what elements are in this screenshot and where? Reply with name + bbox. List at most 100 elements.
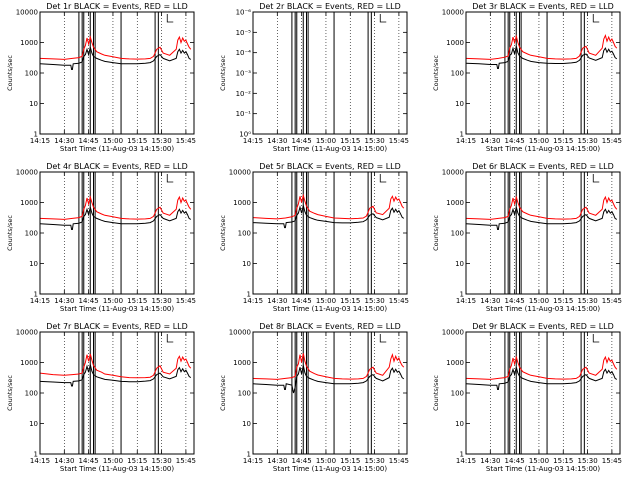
flag-mark (379, 14, 387, 23)
series-line-events (40, 207, 192, 230)
x-tick-label: 15:30 (151, 457, 171, 465)
flag-mark (166, 334, 174, 343)
x-tick-label: 14:45 (292, 297, 312, 305)
y-tick-label: 1 (460, 131, 464, 139)
y-tick-label: 1000 (20, 39, 38, 47)
y-axis-label: Counts/sec (6, 215, 14, 251)
x-tick-label: 14:15 (30, 297, 50, 305)
x-tick-label: 14:45 (505, 457, 525, 465)
series-line-lld (466, 195, 618, 220)
chart-panel-2: Det 2r BLACK = Events, RED = LLD 14:15 14:… (219, 2, 409, 153)
y-tick-label: 10000 (16, 9, 38, 17)
x-tick-label: 14:45 (505, 137, 525, 145)
flag-mark (379, 174, 387, 183)
x-tick-label: 15:45 (176, 457, 196, 465)
chart-title: Det 7r BLACK = Events, RED = LLD (46, 322, 188, 331)
y-tick-label: 10 (455, 420, 464, 428)
x-tick-label: 14:15 (456, 457, 476, 465)
x-tick-label: 15:00 (316, 297, 336, 305)
y-tick-label: 1 (247, 291, 251, 299)
series-line-lld (466, 355, 618, 380)
flag-mark (592, 14, 600, 23)
series-line-lld (40, 35, 192, 60)
x-tick-label: 15:15 (340, 137, 360, 145)
y-tick-label: 100 (238, 230, 251, 238)
x-axis-label: Start Time (11-Aug-03 14:15:00) (486, 465, 600, 473)
x-tick-label: 15:00 (316, 457, 336, 465)
y-tick-label: 10⁻² (236, 90, 252, 98)
y-tick-label: 10000 (442, 329, 464, 337)
y-tick-label: 100 (451, 230, 464, 238)
y-tick-label: 10 (242, 420, 251, 428)
x-tick-label: 14:15 (243, 297, 263, 305)
y-tick-label: 100 (25, 70, 38, 78)
plot-frame (39, 171, 195, 295)
x-tick-label: 14:45 (79, 457, 99, 465)
y-tick-label: 10000 (16, 169, 38, 177)
x-tick-label: 15:30 (364, 297, 384, 305)
series-line-events (253, 365, 405, 394)
series-line-events (466, 367, 618, 390)
y-tick-label: 1 (247, 451, 251, 459)
y-axis-label: Counts/sec (432, 215, 440, 251)
x-tick-label: 15:00 (529, 297, 549, 305)
chart-panel-3: Det 3r BLACK = Events, RED = LLD 14:15 14:… (432, 2, 622, 153)
y-tick-label: 1000 (20, 359, 38, 367)
x-tick-label: 14:45 (292, 457, 312, 465)
series-line-lld (40, 195, 192, 220)
x-tick-label: 15:30 (151, 297, 171, 305)
x-tick-label: 14:15 (456, 297, 476, 305)
plot-frame (39, 331, 195, 455)
flag-mark (379, 334, 387, 343)
series-line-lld (40, 353, 192, 379)
flag-mark (592, 334, 600, 343)
y-tick-label: 10 (242, 260, 251, 268)
x-tick-label: 14:15 (30, 137, 50, 145)
x-tick-label: 15:30 (364, 137, 384, 145)
x-tick-label: 14:15 (243, 137, 263, 145)
x-axis-label: Start Time (11-Aug-03 14:15:00) (60, 465, 174, 473)
plot-frame (252, 171, 408, 295)
x-tick-label: 14:45 (505, 297, 525, 305)
x-tick-label: 15:00 (103, 297, 123, 305)
y-tick-label: 10⁻⁶ (236, 9, 252, 17)
chart-panel-6: Det 6r BLACK = Events, RED = LLD 14:15 14:… (432, 162, 622, 313)
x-tick-label: 15:00 (529, 457, 549, 465)
chart-panel-7: Det 7r BLACK = Events, RED = LLD 14:15 14:… (6, 322, 196, 473)
y-tick-label: 1 (460, 451, 464, 459)
x-tick-label: 15:30 (577, 457, 597, 465)
y-axis-label: Counts/sec (219, 215, 227, 251)
y-tick-label: 1 (460, 291, 464, 299)
x-tick-label: 15:00 (103, 137, 123, 145)
y-axis-label: Counts/sec (6, 55, 14, 91)
x-tick-label: 14:30 (54, 297, 74, 305)
series-line-lld (253, 353, 405, 380)
plot-frame (465, 171, 621, 295)
y-tick-label: 1000 (20, 199, 38, 207)
x-tick-label: 14:30 (54, 137, 74, 145)
chart-panel-5: Det 5r BLACK = Events, RED = LLD 14:15 14:… (219, 162, 409, 313)
x-axis-label: Start Time (11-Aug-03 14:15:00) (273, 305, 387, 313)
x-tick-label: 15:45 (602, 457, 622, 465)
y-axis-label: Counts/sec (219, 375, 227, 411)
y-tick-label: 100 (25, 390, 38, 398)
y-tick-label: 10 (455, 260, 464, 268)
x-tick-label: 15:15 (127, 457, 147, 465)
y-tick-label: 10⁻⁵ (236, 29, 252, 37)
y-tick-label: 1000 (446, 39, 464, 47)
x-tick-label: 14:15 (456, 137, 476, 145)
x-tick-label: 15:30 (151, 137, 171, 145)
y-tick-label: 10 (29, 100, 38, 108)
y-tick-label: 10000 (16, 329, 38, 337)
plot-frame (465, 331, 621, 455)
x-tick-label: 14:45 (79, 297, 99, 305)
series-line-lld (466, 34, 618, 60)
x-tick-label: 14:45 (79, 137, 99, 145)
chart-panel-9: Det 9r BLACK = Events, RED = LLD 14:15 14:… (432, 322, 622, 473)
chart-panel-1: Det 1r BLACK = Events, RED = LLD 14:15 14:… (6, 2, 196, 153)
x-tick-label: 15:15 (127, 297, 147, 305)
y-tick-label: 1000 (233, 359, 251, 367)
y-tick-label: 10⁻⁴ (236, 49, 252, 57)
chart-title: Det 5r BLACK = Events, RED = LLD (259, 162, 401, 171)
